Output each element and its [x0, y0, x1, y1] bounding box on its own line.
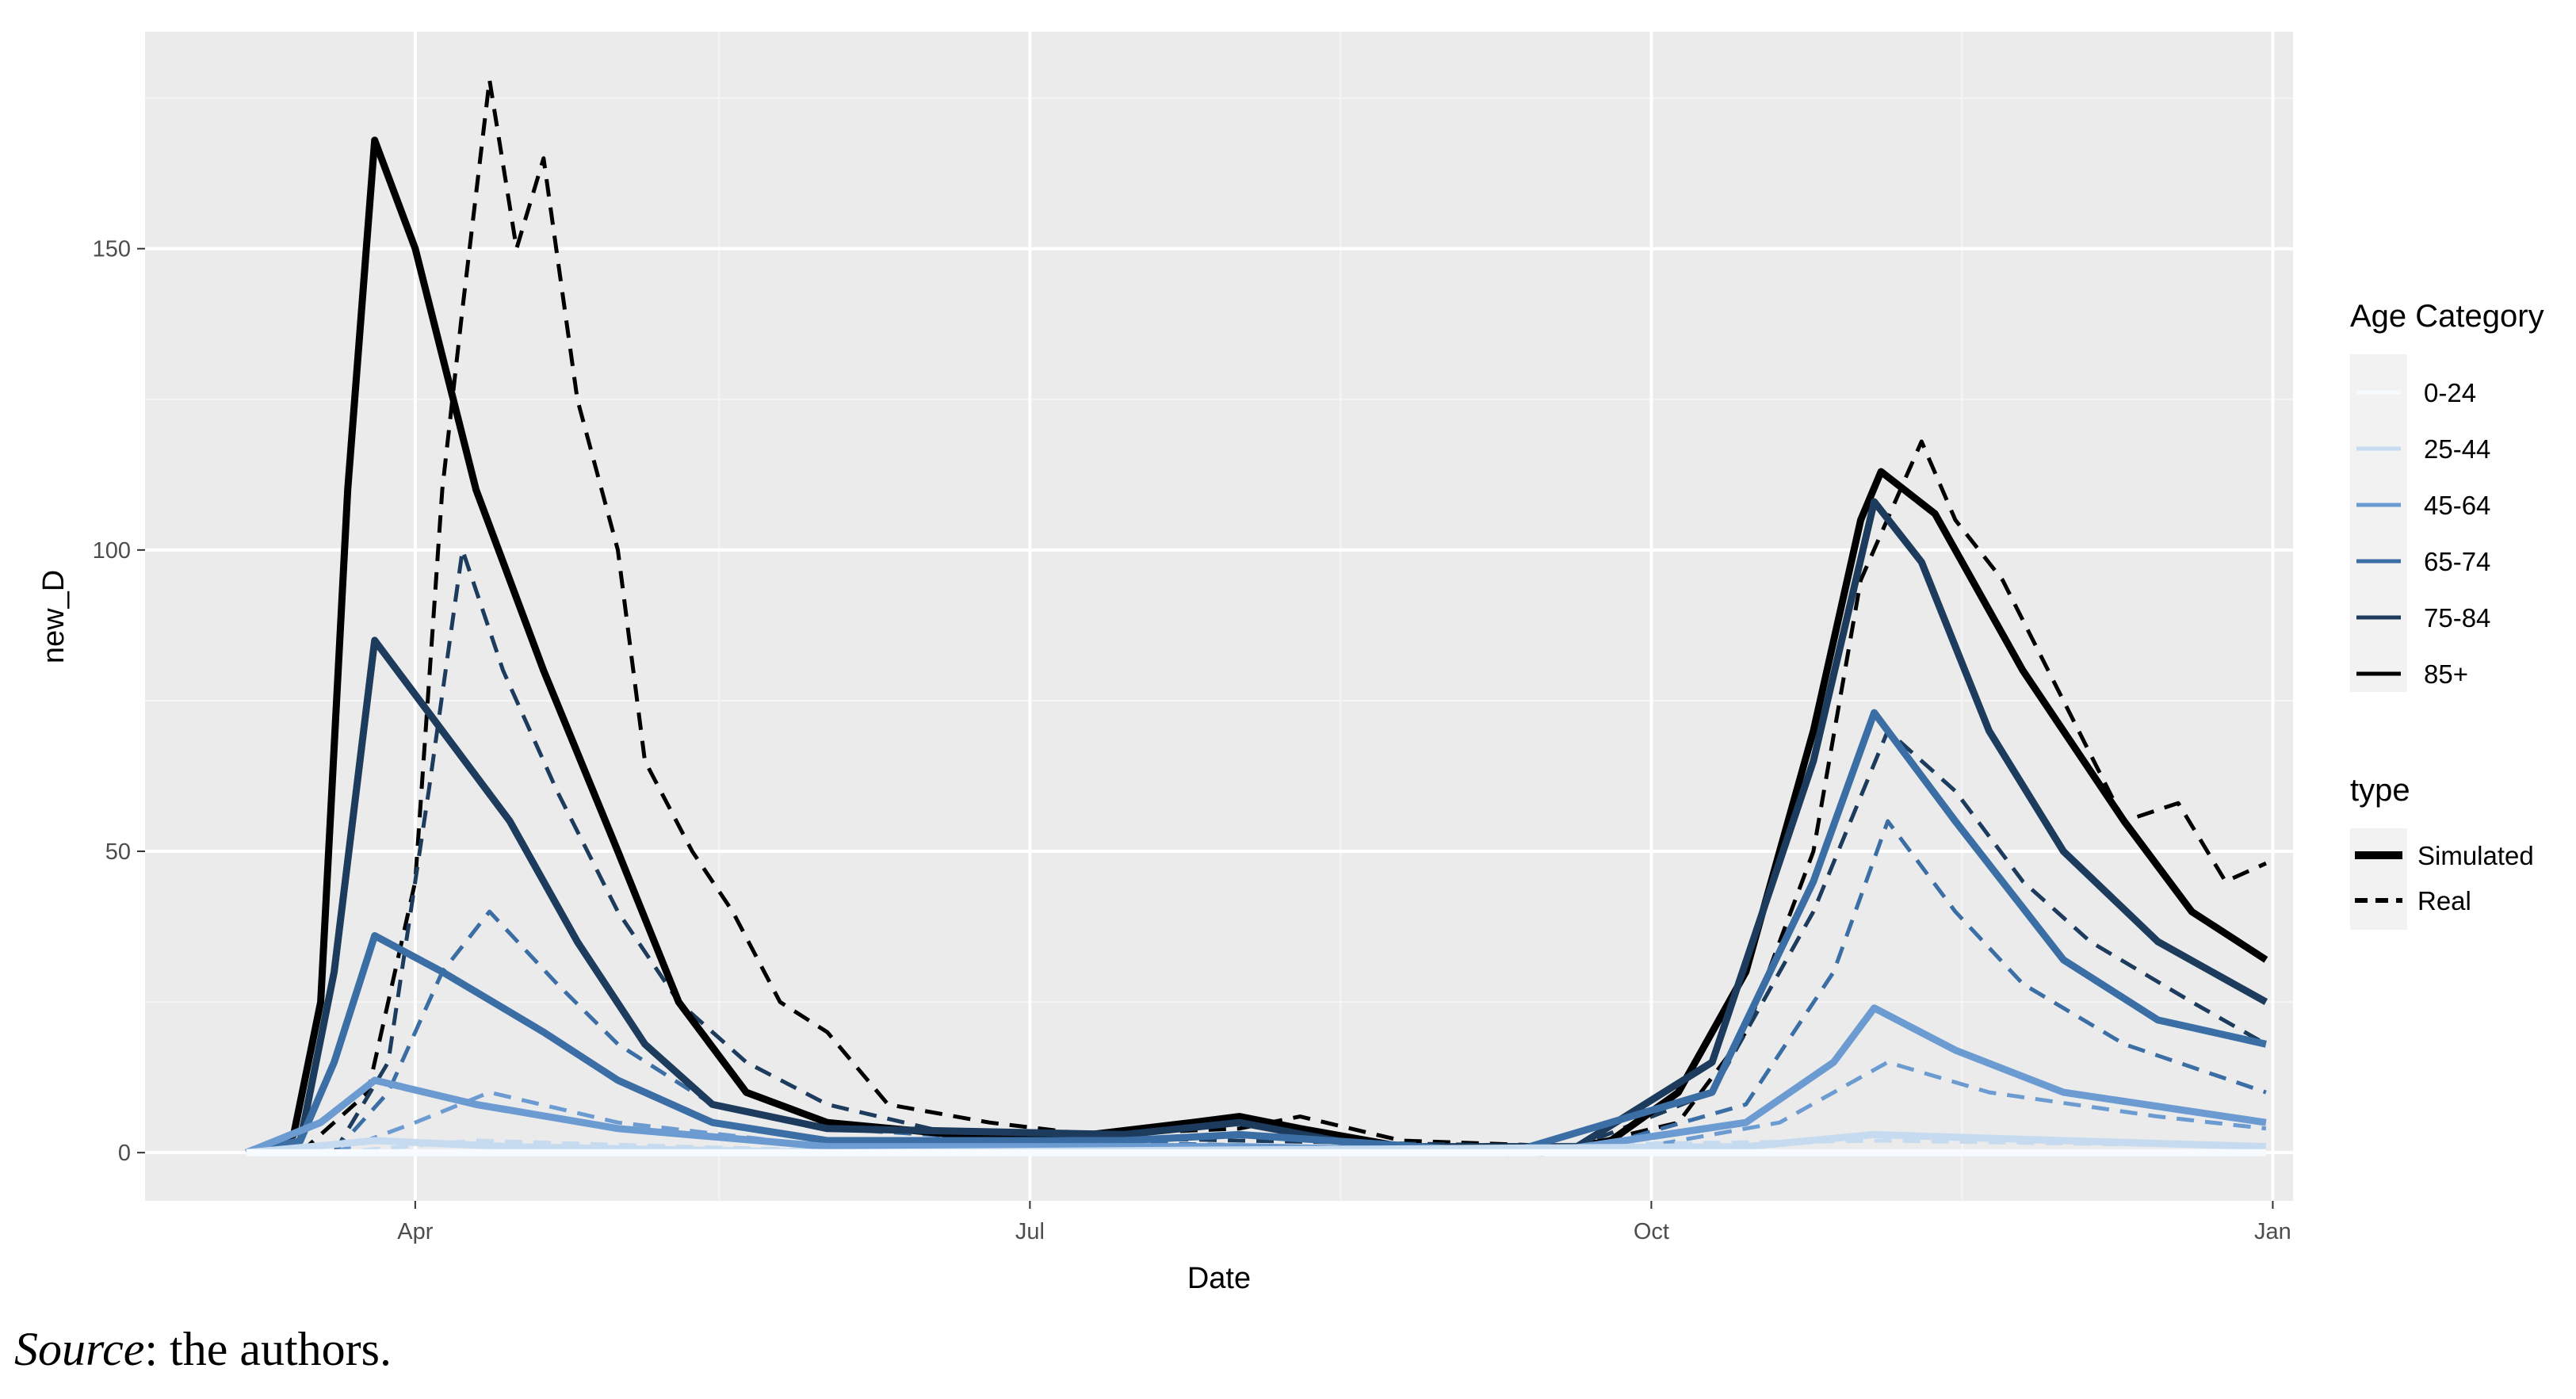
legend-age-label: 75-84: [2424, 603, 2490, 633]
y-tick-label: 50: [105, 839, 131, 865]
minor-gridlines: [145, 32, 2293, 1201]
x-tick-label: Oct: [1634, 1219, 1669, 1244]
x-tick-label: Apr: [397, 1219, 433, 1244]
y-tick-label: 0: [118, 1141, 131, 1166]
series-line-simulated-75-84: [245, 498, 2268, 1156]
legend-age-label: 45-64: [2424, 491, 2490, 520]
legend-type-label: Real: [2417, 886, 2471, 915]
plot-panel: [145, 32, 2293, 1201]
legend-age: Age Category 0-24 25-44 45-64 65-74 75-84 85+: [2350, 299, 2544, 692]
legend-age-key-bg: [2350, 354, 2407, 692]
y-tick-label: 100: [93, 538, 131, 564]
x-axis-title: Date: [1187, 1262, 1251, 1295]
axis-tick-labels: 0 50 100 150 Apr Jul Oct Jan: [93, 237, 2291, 1244]
legend-type-key-bg: [2350, 828, 2407, 930]
legend-age-label: 0-24: [2424, 378, 2476, 407]
legend-age-label: 25-44: [2424, 434, 2490, 464]
legend-type-title: type: [2350, 773, 2410, 808]
source-note: Source: the authors.: [14, 1322, 392, 1377]
y-tick-label: 150: [93, 237, 131, 262]
series-line-real-65-74: [332, 819, 2267, 1155]
axis-ticks: [137, 247, 2274, 1209]
series-line-simulated-65-74: [245, 709, 2267, 1156]
x-tick-label: Jan: [2254, 1219, 2291, 1244]
legend-type-label: Simulated: [2417, 841, 2534, 870]
source-note-label: Source: [14, 1323, 145, 1375]
legend-age-label: 85+: [2424, 659, 2468, 689]
series-layer: [245, 78, 2268, 1156]
legend-age-label: 65-74: [2424, 547, 2490, 576]
major-gridlines: [145, 32, 2293, 1201]
x-tick-label: Jul: [1015, 1219, 1045, 1244]
series-line-real-85plus: [299, 78, 2267, 1155]
y-axis-title: new_D: [37, 570, 71, 663]
source-note-text: : the authors.: [144, 1323, 392, 1375]
legend-age-title: Age Category: [2350, 299, 2544, 334]
series-line-simulated-85plus: [245, 136, 2268, 1156]
legend-type: type Simulated Real: [2350, 773, 2534, 930]
